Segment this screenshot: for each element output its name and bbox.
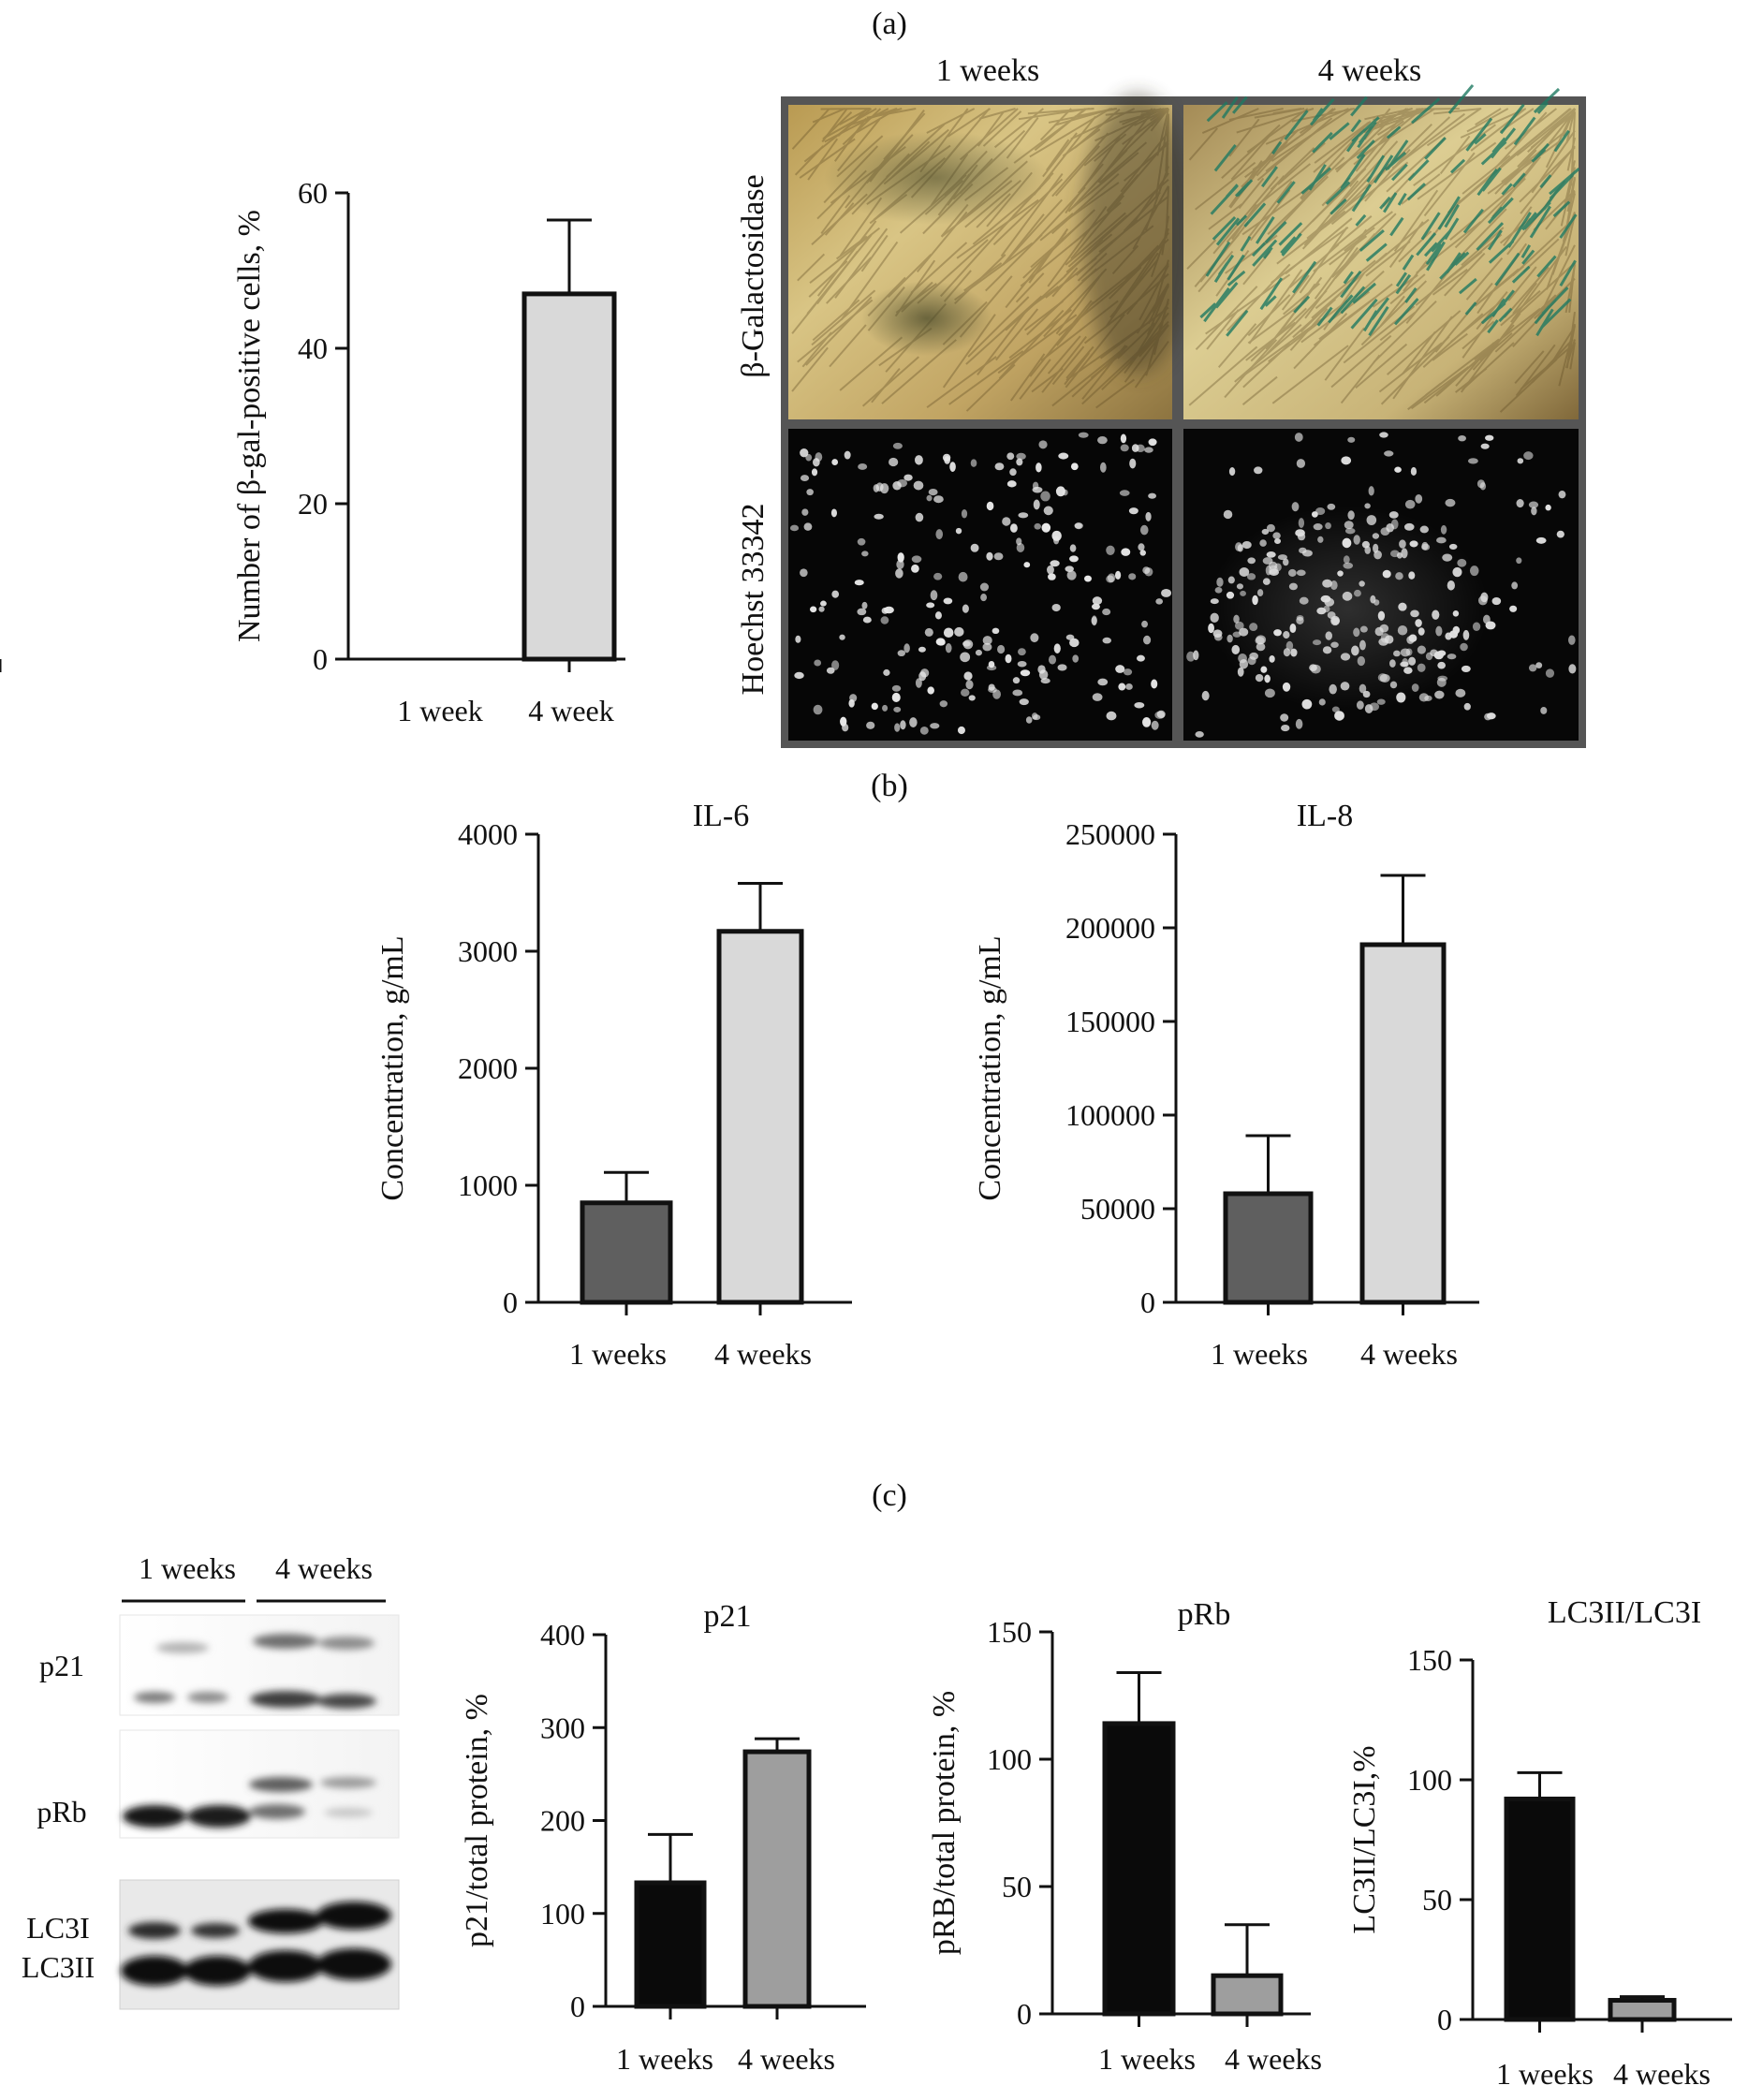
- bar-1-weeks: [634, 1880, 707, 2009]
- chart-lc3: 0 50 100 150 1 weeks 4 weeks LC3II/LC3I LC3II/L…: [1347, 1595, 1732, 2091]
- chart-title: p21: [704, 1599, 752, 1634]
- y-tick-label: 100: [1407, 1763, 1452, 1797]
- x-category-label: 1 weeks: [1211, 1337, 1308, 1371]
- chart-title: IL-6: [693, 799, 749, 833]
- bar-1-weeks: [1102, 1721, 1176, 2017]
- x-category-label: 4 weeks: [1613, 2057, 1711, 2091]
- panel-label-c: (c): [872, 1478, 907, 1513]
- band-label-lc3i: LC3I: [26, 1911, 90, 1945]
- y-tick-label: 20: [298, 487, 328, 521]
- y-tick-label: 2000: [458, 1051, 518, 1085]
- bar-4-weeks: [716, 929, 804, 1305]
- y-tick-label: 0: [1017, 1997, 1032, 2031]
- x-category-label: 1 weeks: [569, 1337, 667, 1371]
- y-tick-label: 0: [1437, 2003, 1452, 2036]
- chart-title: LC3II/LC3I: [1548, 1595, 1701, 1630]
- x-category-label: 4 weeks: [738, 2042, 835, 2076]
- y-tick-label: 100000: [1065, 1098, 1155, 1132]
- band-label-lc3ii: LC3II: [22, 1950, 95, 1984]
- y-axis-label: Concentration, g/mL: [375, 935, 410, 1200]
- y-tick-label: 150: [1407, 1643, 1452, 1677]
- bar-1-weeks: [1504, 1796, 1576, 2022]
- y-tick-label: 50: [1422, 1883, 1452, 1916]
- bar-4-weeks: [1211, 1973, 1284, 2017]
- bar-1-weeks: [1223, 1191, 1314, 1305]
- y-tick-label: 50000: [1080, 1192, 1155, 1226]
- y-tick-label: 200000: [1065, 911, 1155, 945]
- x-category-label: 1 weeks: [1098, 2042, 1196, 2076]
- y-axis-label: Number of β-gal-positive cells, %: [232, 210, 267, 642]
- y-tick-label: 150: [987, 1615, 1032, 1649]
- y-tick-label: 150000: [1065, 1005, 1155, 1038]
- y-tick-label: 0: [503, 1285, 518, 1319]
- y-tick-label: 300: [540, 1711, 585, 1744]
- western-blot: 1 weeks 4 weeks p21 pRb LC3I LC3II: [22, 1551, 400, 2010]
- blot-strip-prb: [119, 1729, 400, 1839]
- bgal-4week-image: [1183, 83, 1580, 419]
- bgal-1week-image: [788, 94, 1194, 419]
- y-tick-label: 1000: [458, 1168, 518, 1202]
- band-label-prb: pRb: [37, 1795, 86, 1828]
- x-category-label: 1 weeks: [1496, 2057, 1594, 2091]
- chart-il8: 0 50000 100000 150000 200000 250000 1 weeks 4 w…: [973, 799, 1479, 1371]
- panel-label-a: (a): [872, 7, 907, 41]
- chart-title: pRb: [1178, 1597, 1231, 1632]
- blot-group-label-2: 4 weeks: [275, 1551, 373, 1585]
- chart-il6: 0 1000 2000 3000 4000 1 weeks 4 weeks IL-6 Conce…: [375, 799, 852, 1371]
- chart-prb: 0 50 100 150 1 weeks 4 weeks pRb pRB/total prot…: [927, 1597, 1322, 2076]
- micrograph-grid: 1 weeks 4 weeks β-Galactosidase Hoechst …: [736, 53, 1586, 748]
- bar-4-week: [521, 291, 617, 662]
- chart-title: IL-8: [1297, 799, 1353, 833]
- y-tick-label: 250000: [1065, 817, 1155, 851]
- y-tick-label: 400: [540, 1618, 585, 1652]
- x-category-label: 1 week: [397, 694, 483, 727]
- blot-strip-p21: [119, 1614, 400, 1716]
- y-tick-label: 4000: [458, 817, 518, 851]
- micrograph-col-label-1: 1 weeks: [936, 53, 1039, 88]
- y-tick-label: 50: [1002, 1870, 1032, 1903]
- bar-4-weeks: [742, 1749, 812, 2009]
- bar-4-weeks: [1608, 1998, 1677, 2022]
- y-tick-label: 100: [987, 1742, 1032, 1776]
- y-tick-label: 60: [298, 176, 328, 210]
- y-axis-label: p21/total protein, %: [460, 1694, 494, 1947]
- y-axis-label: Concentration, g/mL: [973, 935, 1007, 1200]
- y-axis-label: pRB/total protein, %: [927, 1691, 962, 1955]
- y-tick-label: 3000: [458, 934, 518, 968]
- micrograph-row-label-2: Hoechst 33342: [736, 504, 771, 696]
- chart-bgal-positive: 0 20 40 60 1 week 4 week Number of β-gal-posit…: [0, 176, 625, 727]
- y-tick-label: 0: [570, 1990, 585, 2023]
- x-category-label: 4 weeks: [714, 1337, 812, 1371]
- x-category-label: 1 weeks: [616, 2042, 713, 2076]
- bar-1-weeks: [580, 1200, 673, 1305]
- x-category-label: 4 week: [528, 694, 614, 727]
- bar-4-weeks: [1359, 942, 1447, 1305]
- chart-p21: 0 100 200 300 400 1 weeks 4 weeks p21 p21/total …: [460, 1599, 866, 2076]
- blot-strip-lc3: [119, 1879, 400, 2010]
- y-tick-label: 40: [298, 331, 328, 365]
- micrograph-row-label-1: β-Galactosidase: [736, 174, 771, 377]
- y-tick-label: 0: [1140, 1285, 1155, 1319]
- y-tick-label: 100: [540, 1897, 585, 1931]
- band-label-p21: p21: [39, 1649, 84, 1682]
- y-axis-label: LC3II/LC3I,%: [1347, 1745, 1382, 1933]
- x-category-label: 4 weeks: [1225, 2042, 1322, 2076]
- blot-group-label-1: 1 weeks: [139, 1551, 236, 1585]
- y-tick-label: 0: [313, 642, 328, 676]
- micrograph-col-label-2: 4 weeks: [1318, 53, 1421, 88]
- hoechst-4week-image: [1183, 429, 1579, 741]
- x-category-label: 4 weeks: [1360, 1337, 1458, 1371]
- hoechst-1week-image: [788, 429, 1172, 741]
- y-tick-label: 200: [540, 1804, 585, 1838]
- panel-label-b: (b): [871, 769, 908, 803]
